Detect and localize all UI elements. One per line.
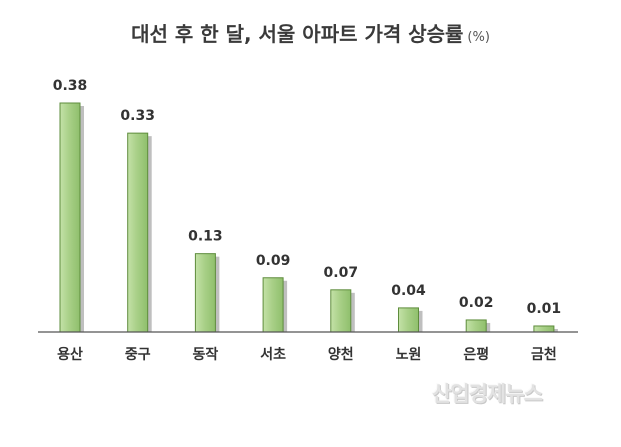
category-label: 동작 bbox=[193, 346, 219, 363]
bar-중구 bbox=[127, 132, 149, 333]
bar-노원 bbox=[398, 307, 419, 333]
value-label: 0.13 bbox=[188, 229, 223, 245]
labels-layer: 0.38 용산 0.33 중구 0.13 동작 0.09 서초 0.07 양천 0.04 노원 0.02… bbox=[53, 78, 561, 363]
chart-unit: (%) bbox=[467, 30, 490, 45]
value-label: 0.07 bbox=[324, 265, 359, 281]
value-label: 0.33 bbox=[120, 108, 155, 124]
bar-용산 bbox=[59, 102, 81, 333]
category-label: 중구 bbox=[125, 347, 151, 363]
bar-금천 bbox=[533, 325, 555, 333]
category-label: 서초 bbox=[260, 347, 286, 363]
bar-동작 bbox=[194, 253, 216, 333]
category-label: 금천 bbox=[531, 347, 557, 363]
category-label: 용산 bbox=[57, 346, 83, 363]
bars-layer bbox=[59, 102, 558, 333]
value-label: 0.04 bbox=[391, 283, 426, 299]
value-label: 0.01 bbox=[527, 301, 562, 317]
bar-은평 bbox=[465, 319, 487, 333]
category-label: 양천 bbox=[328, 347, 354, 363]
bar-양천 bbox=[330, 289, 352, 333]
watermark-logo: 산업경제뉴스 bbox=[432, 382, 543, 406]
category-label: 노원 bbox=[396, 347, 422, 363]
value-label: 0.09 bbox=[256, 253, 291, 269]
chart-title: 대선 후 한 달, 서울 아파트 가격 상승률 (%) bbox=[0, 18, 621, 47]
value-label: 0.02 bbox=[459, 295, 494, 311]
value-label: 0.38 bbox=[53, 78, 88, 94]
chart-title-text: 대선 후 한 달, 서울 아파트 가격 상승률 bbox=[131, 22, 464, 46]
bar-서초 bbox=[262, 277, 284, 333]
category-label: 은평 bbox=[463, 346, 489, 363]
